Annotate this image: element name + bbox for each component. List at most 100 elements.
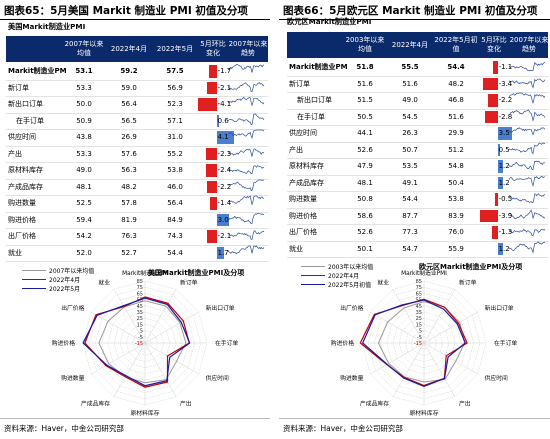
change-value: -1.3 xyxy=(498,228,513,237)
negative-change-bar xyxy=(485,110,498,123)
change-cell: 0.6 xyxy=(198,113,229,130)
change-cell: -1.1 xyxy=(479,59,512,76)
positive-change-bar xyxy=(216,114,220,127)
change-cell: 0.5 xyxy=(479,142,510,159)
table-row: 原材料库存 47.9 53.5 54.8 1.2 xyxy=(287,158,548,176)
radar-spoke xyxy=(91,311,146,344)
title-rule xyxy=(279,19,550,20)
sparkline-path xyxy=(509,241,546,254)
row-value-apr: 49.0 xyxy=(402,96,418,105)
row-value-may: 55.9 xyxy=(448,244,464,253)
change-value: -0.5 xyxy=(498,195,513,204)
change-value: -2.4 xyxy=(217,166,232,175)
trend-sparkline xyxy=(228,162,268,179)
sparkline-path xyxy=(509,78,546,89)
table-row: 产出 53.3 57.6 55.2 -2.3 xyxy=(6,146,268,163)
radar-spoke xyxy=(392,289,425,344)
radar-tick-label: 45 xyxy=(416,304,422,310)
change-cell: 3.5 xyxy=(479,125,513,142)
table-row: 就业 50.1 54.7 55.9 1.2 xyxy=(287,241,548,258)
row-label: 在手订单 xyxy=(297,112,325,121)
sparkline-path xyxy=(228,113,265,125)
positive-change-bar xyxy=(497,160,503,173)
figure-title: 图表65：5月美国 Markit 制造业 PMI 初值及分项 xyxy=(4,5,248,17)
row-label: 供应时间 xyxy=(8,133,36,142)
change-value: -2.2 xyxy=(217,182,232,191)
change-cell: 3.0 xyxy=(198,212,230,229)
row-value-apr: 56.3 xyxy=(121,166,137,175)
trend-sparkline xyxy=(509,208,549,225)
trend-sparkline xyxy=(509,109,549,126)
negative-change-bar xyxy=(495,193,498,206)
table-row: 购进数量 52.5 57.8 56.4 -1.4 xyxy=(6,195,268,213)
legend-item: 2022年5月 xyxy=(22,284,94,293)
radar-axis-label: 就业 xyxy=(377,278,389,286)
change-value: -3.9 xyxy=(498,211,513,220)
row-value-apr: 55.5 xyxy=(401,63,419,72)
row-value-apr: 54.4 xyxy=(402,195,418,204)
table-header-cell: 2007年以来趋势 xyxy=(509,36,549,53)
trend-sparkline xyxy=(228,80,268,97)
trend-sparkline xyxy=(509,224,549,241)
legend-swatch xyxy=(22,288,46,289)
sparkline-path xyxy=(228,179,265,191)
negative-change-bar xyxy=(492,61,498,74)
row-value-apr: 54.7 xyxy=(402,244,418,253)
table-row: 供应时间 44.1 26.3 29.9 3.5 xyxy=(287,125,548,143)
change-value: 1.2 xyxy=(498,244,510,253)
row-value-may: 52.3 xyxy=(167,100,183,109)
row-value-apr: 57.6 xyxy=(121,149,137,158)
table-row: 产成品库存 48.1 49.1 50.4 1.2 xyxy=(287,175,548,192)
radar-tick-label: 15 xyxy=(137,322,143,328)
change-value: -2.8 xyxy=(498,112,513,121)
row-label: Markit制造业PM xyxy=(289,63,348,72)
row-label: 就业 xyxy=(289,244,303,253)
row-value-may: 54.4 xyxy=(167,248,183,257)
radar-series-0 xyxy=(98,300,187,384)
legend-swatch xyxy=(301,284,325,285)
row-value-avg: 50.0 xyxy=(76,100,92,109)
table-header-row: 2003年以来均值 2022年4月 2022年5月初值 5月环比变化 2007年以来趋势 xyxy=(287,32,548,58)
trend-sparkline xyxy=(228,212,268,229)
sparkline-path xyxy=(228,81,265,92)
row-value-avg: 52.6 xyxy=(357,228,373,237)
table-row: 产成品库存 48.1 48.2 46.0 -2.2 xyxy=(6,179,268,196)
legend-label: 2022年4月 xyxy=(328,273,360,280)
sparkline-path xyxy=(509,61,546,71)
table-row: 在手订单 50.9 56.5 57.1 0.6 xyxy=(6,113,268,130)
legend-item: 2022年5月初值 xyxy=(301,280,373,289)
row-value-avg: 48.1 xyxy=(357,178,373,187)
radar-tick-label: -5 xyxy=(138,335,143,341)
radar-spoke xyxy=(423,342,456,397)
table-row: Markit制造业PM 51.8 55.5 54.4 -1.1 xyxy=(287,59,548,77)
radar-tick-label: 35 xyxy=(416,310,422,316)
sparkline-path xyxy=(228,244,265,254)
radar-spoke xyxy=(423,289,456,344)
sparkline-path xyxy=(228,212,265,224)
row-value-apr: 77.3 xyxy=(402,228,418,237)
change-cell: 1.2 xyxy=(479,241,510,258)
row-value-may: 31.0 xyxy=(167,133,183,142)
table-row: 新订单 53.3 59.0 56.9 -2.1 xyxy=(6,80,268,97)
positive-change-bar xyxy=(497,176,503,189)
radar-spoke xyxy=(392,342,425,397)
row-value-apr: 59.0 xyxy=(121,83,137,92)
row-value-apr: 26.9 xyxy=(121,133,137,142)
row-label: 产成品库存 xyxy=(289,178,324,187)
radar-spoke xyxy=(144,342,199,375)
legend-label: 2022年4月 xyxy=(49,277,81,284)
sparkline-path xyxy=(228,96,265,107)
row-value-avg: 47.9 xyxy=(357,162,373,171)
radar-spoke xyxy=(113,289,146,344)
sparkline-path xyxy=(509,109,546,122)
radar-tick-label: 25 xyxy=(137,316,143,322)
row-value-may: 54.8 xyxy=(448,162,464,171)
trend-sparkline xyxy=(228,96,268,113)
change-cell: -3.4 xyxy=(479,76,512,93)
row-value-apr: 50.7 xyxy=(402,145,418,154)
row-value-avg: 49.0 xyxy=(76,166,92,175)
radar-series-0 xyxy=(377,301,466,383)
trend-sparkline xyxy=(228,129,268,146)
row-label: 出厂价格 xyxy=(8,232,36,241)
